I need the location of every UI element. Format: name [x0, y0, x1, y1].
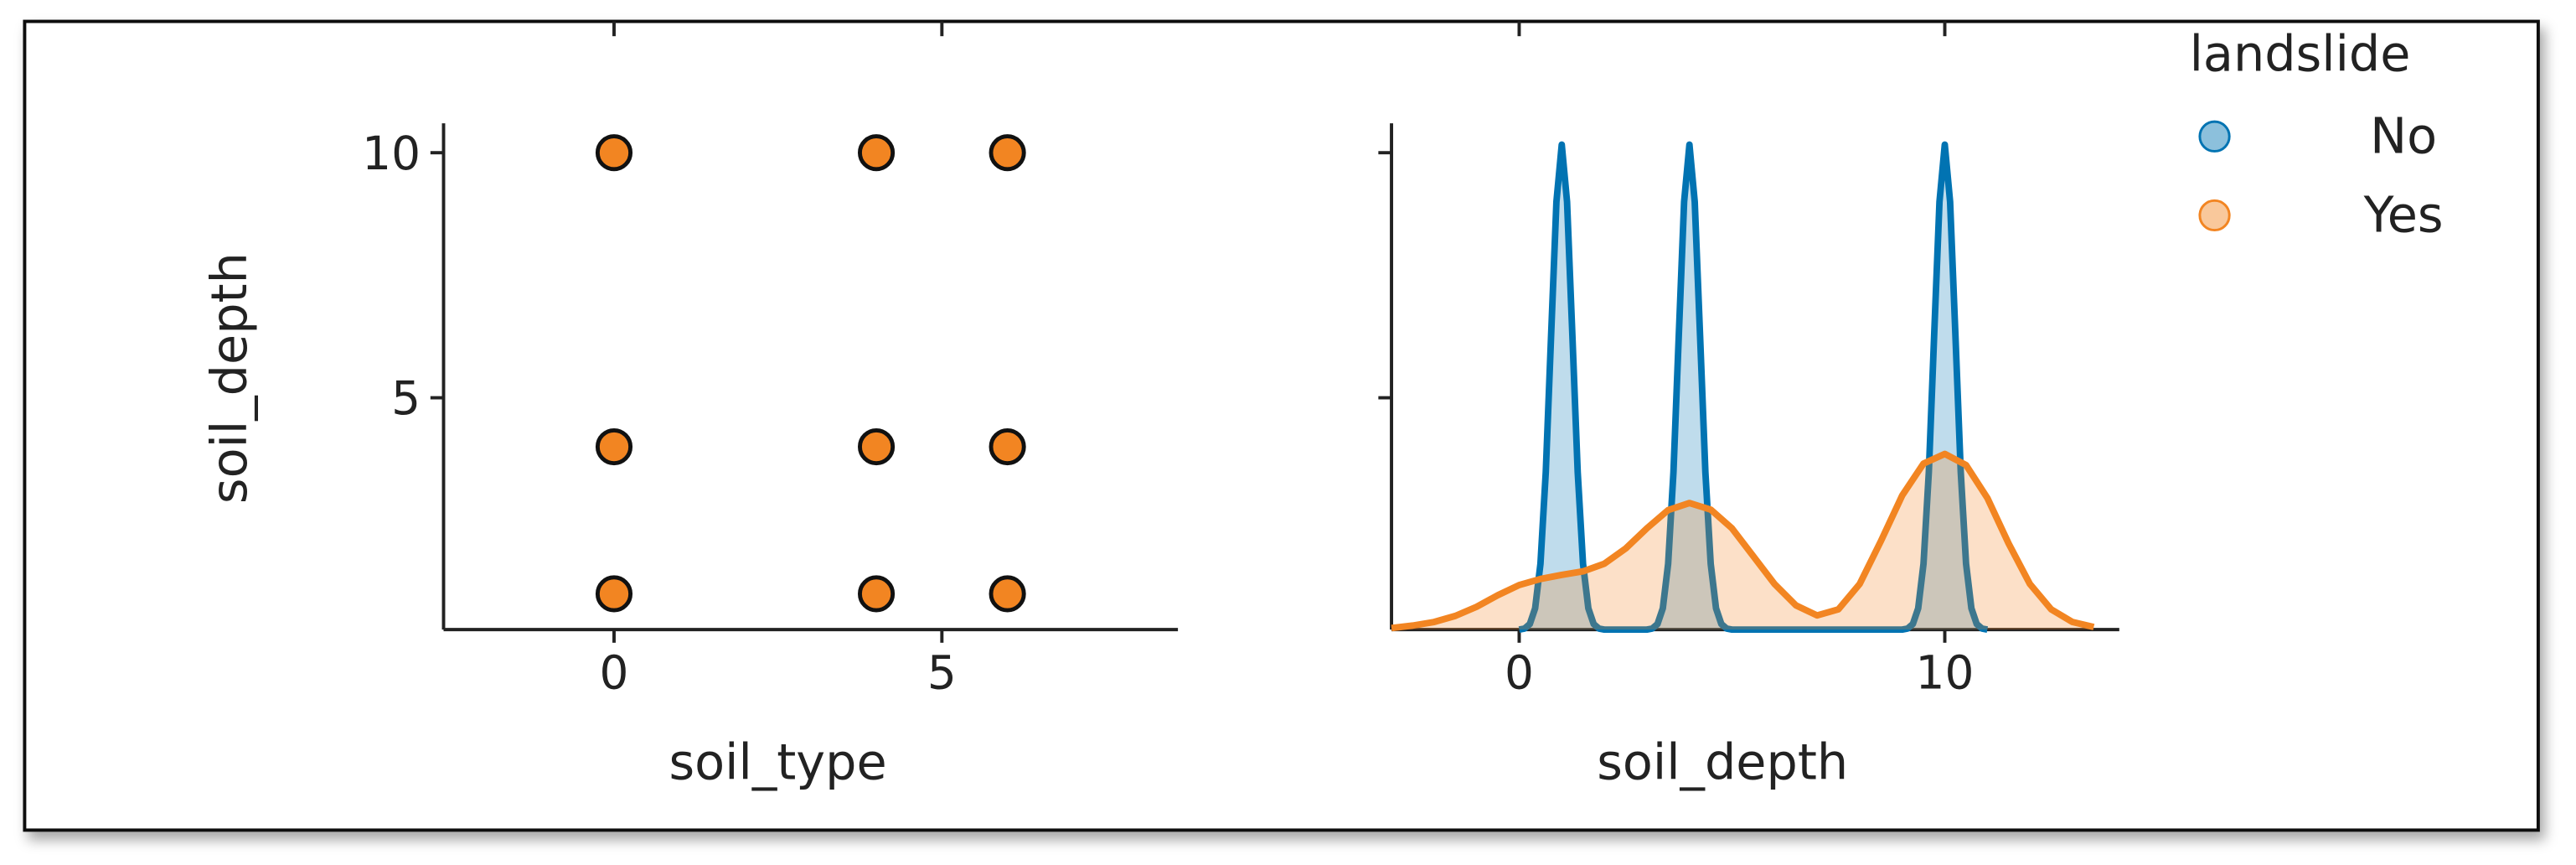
x-axis-label: soil_type [669, 733, 886, 791]
x-axis-label: soil_depth [1597, 733, 1848, 791]
legend-label: Yes [2363, 186, 2444, 244]
scatter-point [989, 134, 1026, 172]
x-tick-label: 10 [1916, 646, 1975, 700]
kde-line [1391, 450, 2095, 632]
scatter-point [989, 575, 1026, 613]
x-tick-label: 0 [1505, 646, 1534, 700]
y-tick-label: 5 [391, 371, 421, 425]
y-tick-label: 10 [362, 127, 421, 180]
legend-marker [2198, 120, 2231, 153]
scatter-point [858, 575, 896, 613]
scatter-point [595, 575, 633, 613]
legend-marker [2198, 199, 2231, 232]
kde-area [1391, 453, 2094, 630]
legend-title: landslide [2190, 24, 2411, 82]
scatter-point [595, 427, 633, 466]
x-tick-label: 0 [600, 646, 629, 700]
scatter-point [989, 427, 1026, 466]
scatter-point [595, 134, 633, 172]
legend-label: No [2370, 106, 2437, 164]
scatter-point [858, 134, 896, 172]
y-axis-label: soil_depth [200, 252, 258, 504]
kde-line [1518, 141, 1989, 634]
x-tick-label: 5 [927, 646, 957, 700]
scatter-point [858, 427, 896, 466]
